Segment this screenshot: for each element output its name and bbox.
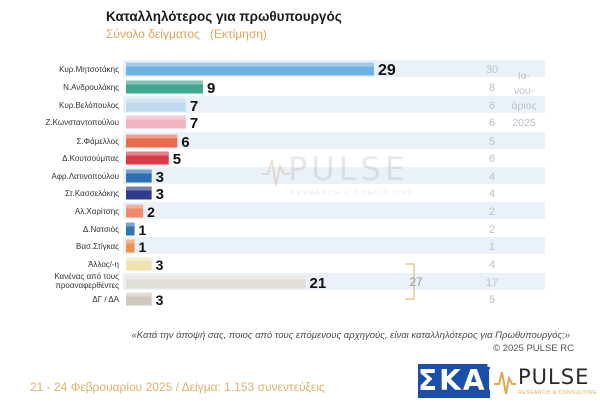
previous-value: 30 — [486, 64, 498, 76]
category-label: Δ.Κουτσούμπας — [62, 154, 119, 163]
category-label: Ζ.Κωνσταντοπούλου — [45, 118, 119, 127]
previous-value: 5 — [489, 136, 495, 148]
bar — [126, 98, 186, 112]
previous-value: 5 — [489, 294, 495, 306]
previous-value: 4 — [489, 188, 495, 200]
bar — [126, 151, 169, 165]
survey-question: «Κατά την άποψή σας, ποιος από τους επόμ… — [131, 330, 570, 341]
bracket — [405, 263, 415, 300]
row-band — [123, 132, 545, 149]
pulse-logo-word: PULSE — [518, 365, 590, 389]
category-label: Βασ.Στίγκας — [76, 242, 119, 251]
previous-value: 17 — [486, 277, 498, 289]
bar — [126, 239, 135, 253]
value-label: 21 — [310, 275, 327, 292]
value-label: 1 — [139, 239, 147, 255]
side-legend-line-3: άριος — [511, 100, 537, 112]
category-label: Αφρ.Λατινοπούλου — [52, 172, 119, 181]
value-label: 29 — [378, 62, 396, 79]
bar-shine — [126, 169, 152, 174]
category-label: ΔΓ / ΔΑ — [92, 295, 119, 304]
row-band — [123, 96, 545, 113]
previous-value: 6 — [489, 100, 495, 112]
bar-shine — [126, 275, 306, 280]
side-legend-line-1: Ια- — [517, 70, 531, 82]
copyright: © 2025 PULSE RC — [493, 343, 574, 354]
bar — [126, 275, 306, 289]
row-band — [123, 237, 545, 254]
bar — [126, 169, 152, 183]
pulse-logo: PULSE RESEARCH & CONSULTING — [494, 364, 598, 400]
bar-shine — [126, 115, 186, 120]
footer-fieldwork: 21 - 24 Φεβρουαρίου 2025 / Δείγμα: 1.153… — [30, 380, 325, 394]
category-label: Κανένας από τους προαναφερθέντες — [54, 272, 119, 290]
category-label: Σ.Φάμελλος — [76, 137, 119, 146]
bar — [126, 292, 152, 306]
category-label: Κυρ.Βελόπουλος — [59, 101, 119, 110]
previous-value: 1 — [489, 241, 495, 253]
bar — [126, 134, 178, 148]
page-title: Καταλληλότερος για πρωθυπουργός — [106, 9, 342, 24]
previous-value: 4 — [489, 259, 495, 271]
value-label: 7 — [190, 98, 198, 115]
previous-value: 2 — [489, 206, 495, 218]
value-label: 6 — [181, 134, 189, 151]
bar-shine — [126, 62, 374, 67]
bar — [126, 80, 203, 94]
bar-shine — [126, 222, 135, 227]
value-label: 3 — [156, 169, 164, 186]
bar — [126, 186, 152, 200]
category-label: Δ.Νατσιός — [83, 225, 119, 234]
bar-shine — [126, 80, 203, 85]
category-label: Στ.Κασσελάκης — [65, 189, 119, 198]
category-label: Άλλος/-η — [88, 260, 119, 269]
bracket-label: 27 — [409, 275, 423, 289]
bar-shine — [126, 257, 152, 262]
bar-shine — [126, 239, 135, 244]
page-subtitle: Σύνολο δείγματος (Εκτίμηση) — [106, 27, 267, 41]
value-label: 3 — [156, 292, 164, 308]
side-legend-line-4: 2025 — [512, 117, 536, 129]
bar — [126, 62, 374, 76]
bar-shine — [126, 134, 178, 139]
bar-shine — [126, 292, 152, 297]
bar-shine — [126, 98, 186, 103]
bar — [126, 257, 152, 271]
previous-value: 4 — [489, 171, 495, 183]
category-label: Κυρ.Μητσοτάκης — [59, 65, 119, 74]
bar — [126, 222, 135, 236]
previous-value: 8 — [489, 82, 495, 94]
previous-value: 6 — [489, 153, 495, 165]
bar-chart: Κυρ.Μητσοτάκης 29 30 Ν.Ανδρουλάκης 9 8 Κυρ.Βελ… — [45, 60, 545, 308]
value-label: 9 — [207, 80, 215, 97]
bar — [126, 115, 186, 129]
bar-shine — [126, 204, 144, 209]
value-label: 1 — [139, 222, 147, 238]
row-band — [123, 167, 545, 184]
row-band — [123, 202, 545, 219]
category-label: Αλ.Χαρίτσης — [75, 207, 119, 216]
subtitle-sample: Σύνολο δείγματος — [106, 27, 200, 41]
value-label: 5 — [173, 151, 181, 168]
subtitle-estimate: (Εκτίμηση) — [209, 27, 267, 41]
bar-shine — [126, 186, 152, 191]
bar-shine — [126, 151, 169, 156]
skai-logo: ΣΚΑΪ — [418, 364, 499, 398]
pulse-logo-tag: RESEARCH & CONSULTING — [518, 390, 597, 396]
category-label: Ν.Ανδρουλάκης — [63, 83, 119, 92]
value-label: 2 — [147, 204, 155, 220]
value-label: 3 — [156, 257, 164, 273]
side-legend-line-2: νου- — [513, 85, 535, 97]
previous-value: 6 — [489, 117, 495, 129]
value-label: 3 — [156, 186, 164, 203]
value-label: 7 — [190, 115, 198, 132]
previous-value: 2 — [489, 224, 495, 236]
bar — [126, 204, 144, 218]
